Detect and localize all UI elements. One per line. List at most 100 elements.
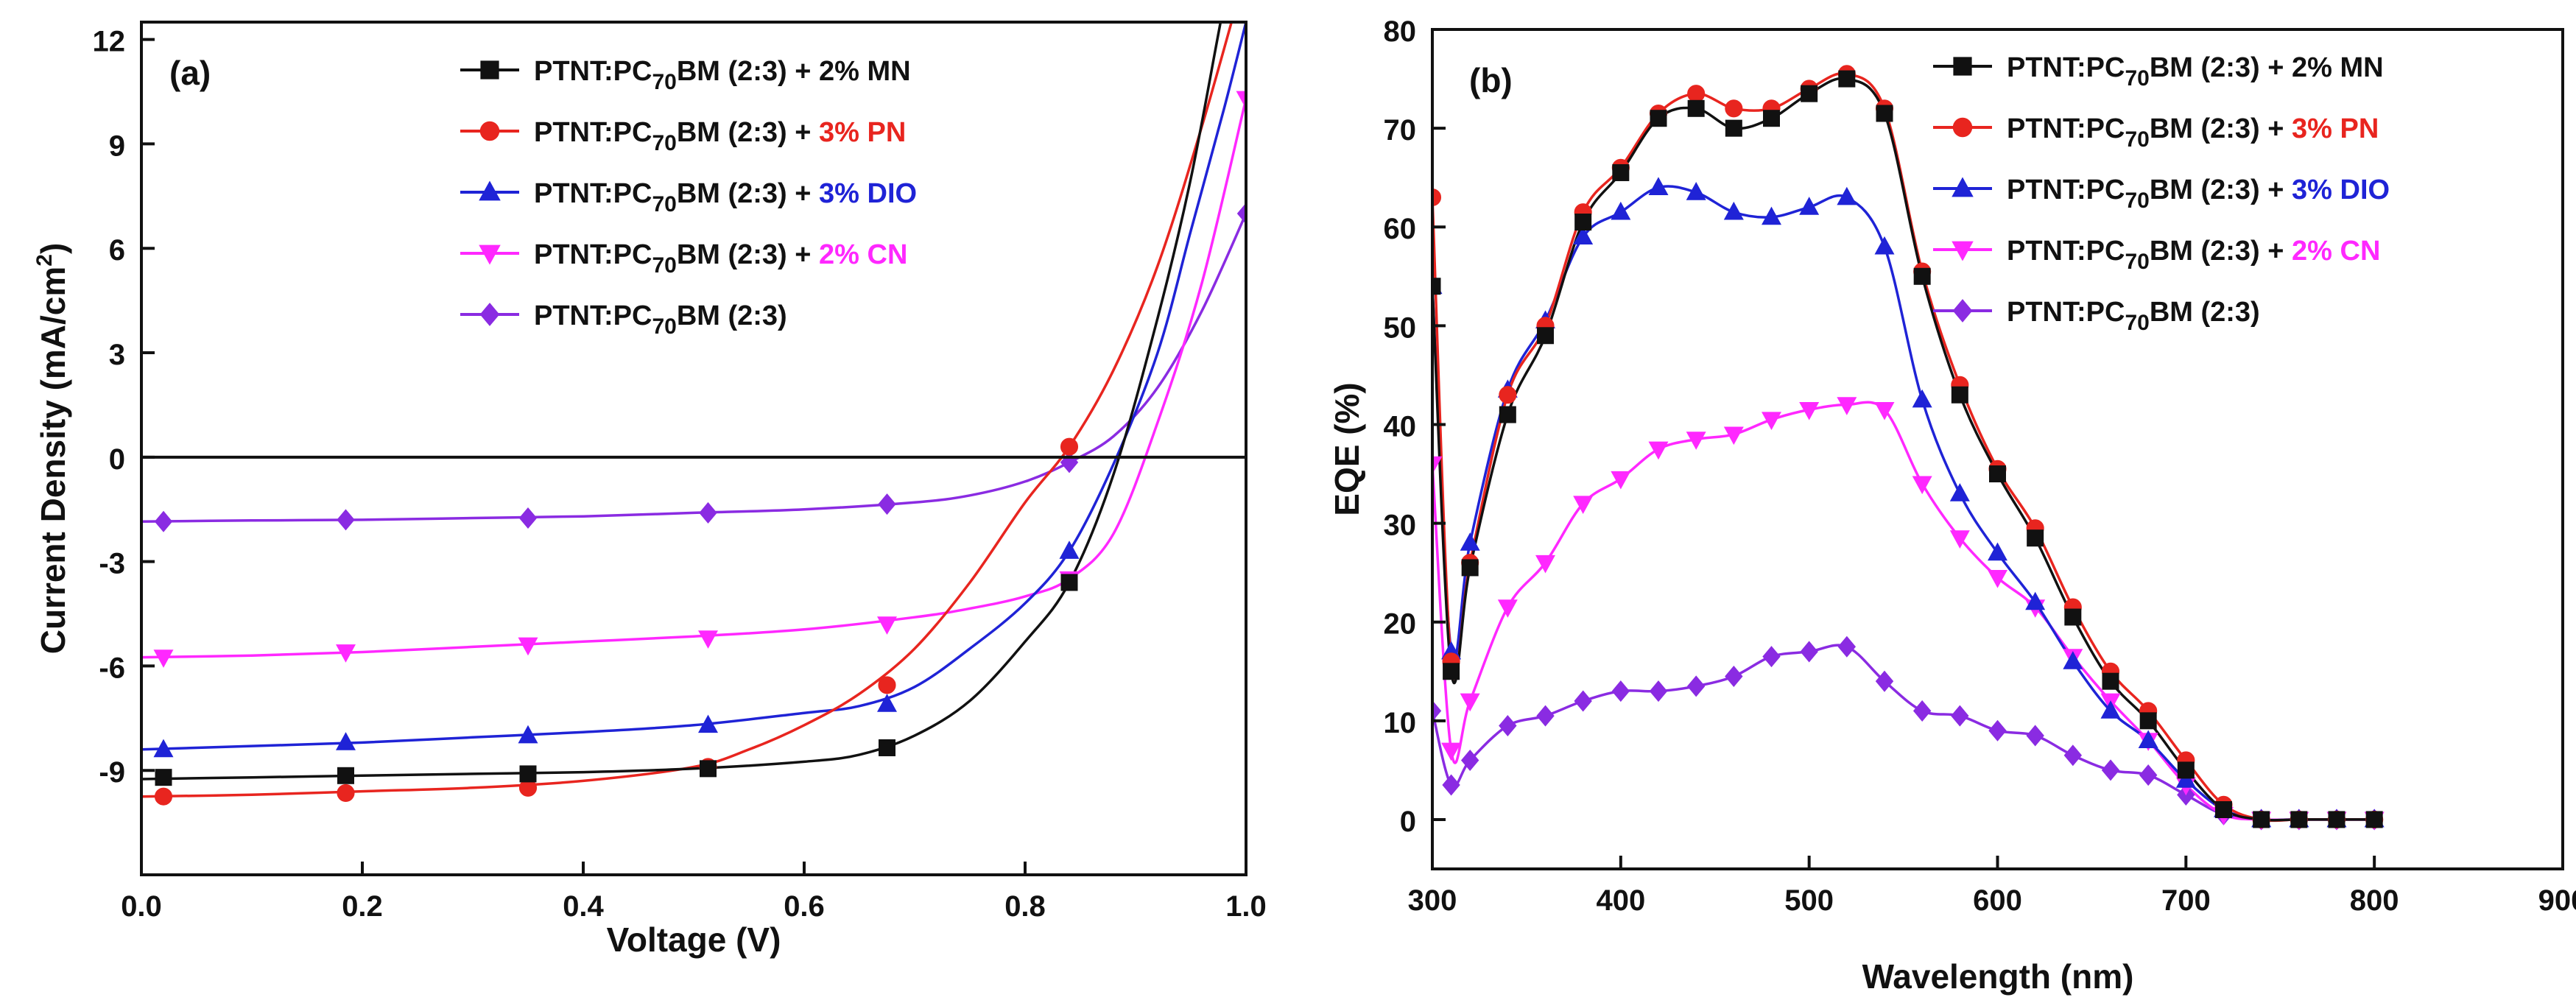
legend-name-mid: BM (2:3) bbox=[677, 300, 787, 331]
eqe-y-tick-label: 60 bbox=[1384, 213, 1417, 245]
eqe-x-tick-label: 400 bbox=[1596, 884, 1645, 917]
eqe-legend-marker-dio bbox=[1952, 177, 1974, 197]
eqe-point-dio bbox=[1837, 186, 1857, 205]
eqe-point-cn bbox=[1799, 401, 1820, 420]
eqe-legend-label-dio: PTNT:PC70BM (2:3) + 3% DIO bbox=[2007, 175, 2390, 213]
eqe-point-pn bbox=[1687, 85, 1706, 103]
eqe-point-mn bbox=[2290, 811, 2308, 828]
eqe-point-mn bbox=[1687, 99, 1705, 117]
legend-name-suffix: 3% PN bbox=[819, 117, 906, 148]
eqe-legend-label-pn: PTNT:PC70BM (2:3) + 3% PN bbox=[2007, 113, 2379, 152]
eqe-point-dio bbox=[1988, 542, 2007, 561]
legend-name-sub: 70 bbox=[2125, 127, 2149, 152]
eqe-point-pristine bbox=[1800, 641, 1818, 663]
eqe-axes: 300 400 500 600 700 800 900 0 10 20 30 40 50 60 70 80 bbox=[1384, 15, 2576, 917]
eqe-point-mn bbox=[1876, 105, 1893, 122]
eqe-point-dio bbox=[2138, 730, 2158, 749]
jv-x-tick-label: 0.8 bbox=[1004, 890, 1046, 923]
eqe-point-dio bbox=[1912, 389, 1932, 408]
jv-axes: 0.0 0.2 0.4 0.6 0.8 1.0 -9 -6 -3 0 3 6 9 12 bbox=[93, 21, 1267, 923]
eqe-point-mn bbox=[1432, 278, 1441, 295]
eqe-point-mn bbox=[2102, 672, 2119, 690]
jv-point-dio bbox=[153, 739, 174, 758]
eqe-point-pn bbox=[1499, 386, 1517, 404]
jv-series-line-mn bbox=[141, 22, 1222, 781]
eqe-x-tick-label: 800 bbox=[2350, 884, 2399, 917]
jv-y-axis-label-close: ) bbox=[34, 243, 72, 254]
jv-legend-marker-cn bbox=[479, 244, 501, 265]
legend-name-mid: BM (2:3) + bbox=[2150, 236, 2292, 267]
legend-name-prefix: PTNT:PC bbox=[2007, 297, 2125, 328]
legend-name-mid: BM (2:3) + bbox=[677, 178, 819, 209]
eqe-point-dio bbox=[1874, 236, 1895, 255]
jv-y-tick-label: -3 bbox=[99, 548, 125, 580]
eqe-point-dio bbox=[2063, 651, 2083, 669]
jv-point-cn bbox=[698, 630, 718, 649]
eqe-point-mn bbox=[1838, 70, 1856, 88]
eqe-x-tick-label: 500 bbox=[1784, 884, 1834, 917]
legend-name-prefix: PTNT:PC bbox=[534, 300, 652, 331]
jv-x-tick-label: 0.6 bbox=[784, 890, 825, 923]
eqe-point-mn bbox=[2139, 712, 2157, 730]
jv-point-cn bbox=[877, 616, 897, 635]
jv-legend-label-mn: PTNT:PC70BM (2:3) + 2% MN bbox=[534, 56, 911, 94]
eqe-point-mn bbox=[1951, 386, 1968, 404]
eqe-point-mn bbox=[1989, 465, 2006, 483]
eqe-legend-label-mn: PTNT:PC70BM (2:3) + 2% MN bbox=[2007, 52, 2384, 91]
eqe-y-tick-label: 10 bbox=[1384, 707, 1417, 739]
eqe-point-dio bbox=[1648, 177, 1669, 195]
jv-legend-marker-pristine bbox=[479, 303, 500, 326]
eqe-y-tick-label: 80 bbox=[1384, 15, 1417, 48]
eqe-point-mn bbox=[2027, 529, 2044, 547]
jv-legend-label-pn: PTNT:PC70BM (2:3) + 3% PN bbox=[534, 117, 906, 155]
eqe-point-pristine bbox=[2139, 764, 2158, 786]
jv-point-cn bbox=[1236, 91, 1246, 110]
eqe-point-pristine bbox=[1725, 665, 1743, 687]
jv-curves bbox=[141, 22, 1246, 798]
eqe-y-tick-label: 50 bbox=[1384, 311, 1417, 344]
eqe-point-mn bbox=[1443, 663, 1460, 680]
eqe-x-tick-label: 300 bbox=[1408, 884, 1457, 917]
panel-b-label: (b) bbox=[1469, 61, 1513, 99]
jv-legend-marker-mn bbox=[480, 60, 499, 80]
jv-series-line-dio bbox=[141, 22, 1246, 751]
eqe-point-cn bbox=[1611, 471, 1631, 490]
jv-y-axis-label-base: Current Density (mA/cm bbox=[34, 267, 72, 655]
eqe-y-tick-label: 30 bbox=[1384, 510, 1417, 542]
eqe-series-line-cn bbox=[1432, 401, 2375, 822]
eqe-point-mn bbox=[2215, 801, 2232, 819]
legend-name-suffix: 3% PN bbox=[2292, 113, 2379, 144]
eqe-point-dio bbox=[1799, 197, 1820, 215]
jv-series-line-pn bbox=[141, 22, 1234, 798]
eqe-point-mn bbox=[1461, 559, 1479, 577]
legend-name-prefix: PTNT:PC bbox=[534, 178, 652, 209]
eqe-y-axis-label: EQE (%) bbox=[1328, 382, 1366, 515]
jv-point-pristine bbox=[154, 510, 173, 532]
legend-name-prefix: PTNT:PC bbox=[534, 239, 652, 270]
eqe-point-pristine bbox=[1499, 715, 1517, 737]
legend-name-sub: 70 bbox=[2125, 250, 2149, 274]
eqe-y-tick-label: 0 bbox=[1400, 806, 1416, 838]
jv-series-line-pristine bbox=[141, 213, 1246, 524]
legend-name-prefix: PTNT:PC bbox=[2007, 236, 2125, 267]
jv-point-pristine bbox=[699, 501, 717, 524]
eqe-point-cn bbox=[1648, 441, 1669, 460]
eqe-x-axis-label: Wavelength (nm) bbox=[1862, 957, 2134, 996]
eqe-point-cn bbox=[1573, 496, 1594, 515]
jv-legend-label-cn: PTNT:PC70BM (2:3) + 2% CN bbox=[534, 239, 907, 278]
eqe-point-cn bbox=[1949, 530, 1970, 549]
jv-y-tick-label: 9 bbox=[109, 130, 125, 162]
eqe-point-mn bbox=[1763, 110, 1780, 127]
jv-x-tick-label: 0.0 bbox=[121, 890, 162, 923]
eqe-series-line-mn bbox=[1432, 77, 2375, 822]
legend-name-suffix: 3% DIO bbox=[2292, 175, 2390, 205]
eqe-point-dio bbox=[1460, 532, 1480, 551]
jv-y-tick-label: 3 bbox=[109, 339, 125, 371]
jv-x-tick-label: 0.4 bbox=[563, 890, 604, 923]
eqe-point-cn bbox=[1460, 693, 1480, 712]
jv-point-mn bbox=[337, 767, 354, 784]
jv-x-axis-label: Voltage (V) bbox=[607, 920, 781, 959]
eqe-point-mn bbox=[1537, 327, 1554, 345]
